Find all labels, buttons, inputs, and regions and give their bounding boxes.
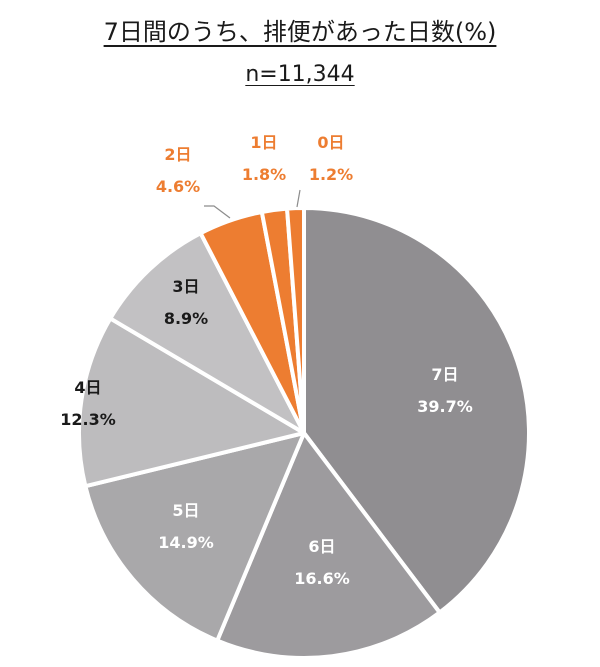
slice-value-label: 1.2% [309,165,353,184]
pie-slice [83,431,306,643]
slice-value-label: 12.3% [60,410,116,429]
slice-value-label: 14.9% [158,533,214,552]
pie-slice [77,316,306,489]
leader-line [296,189,301,208]
slice-category-label: 0日 [317,133,344,152]
slice-category-label: 2日 [164,145,191,164]
leader-lines [204,189,301,219]
slice-value-label: 16.6% [294,569,350,588]
slice-category-label: 5日 [172,501,199,520]
pie-slice [285,206,306,435]
pie-slices [77,206,531,660]
pie-slice [302,206,531,615]
slice-category-label: 1日 [250,133,277,152]
leader-line [204,205,231,219]
slice-value-label: 4.6% [156,177,200,196]
slice-category-label: 6日 [308,537,335,556]
data-labels: 7日 39.7% 6日 16.6% 5日 14.9% 4日 12.3% 3日 8.9% 2日 4.6%… [60,133,473,588]
pie-slice [215,431,442,660]
slice-value-label: 39.7% [417,397,473,416]
slice-category-label: 3日 [172,277,199,296]
slice-category-label: 4日 [74,378,101,397]
pie-slice [108,231,306,435]
slice-value-label: 8.9% [164,309,208,328]
chart-title: 7日間のうち、排便があった日数(%) [103,18,497,46]
slice-category-label: 7日 [431,365,458,384]
slice-value-label: 1.8% [242,165,286,184]
chart-sample-size: n=11,344 [245,62,355,87]
